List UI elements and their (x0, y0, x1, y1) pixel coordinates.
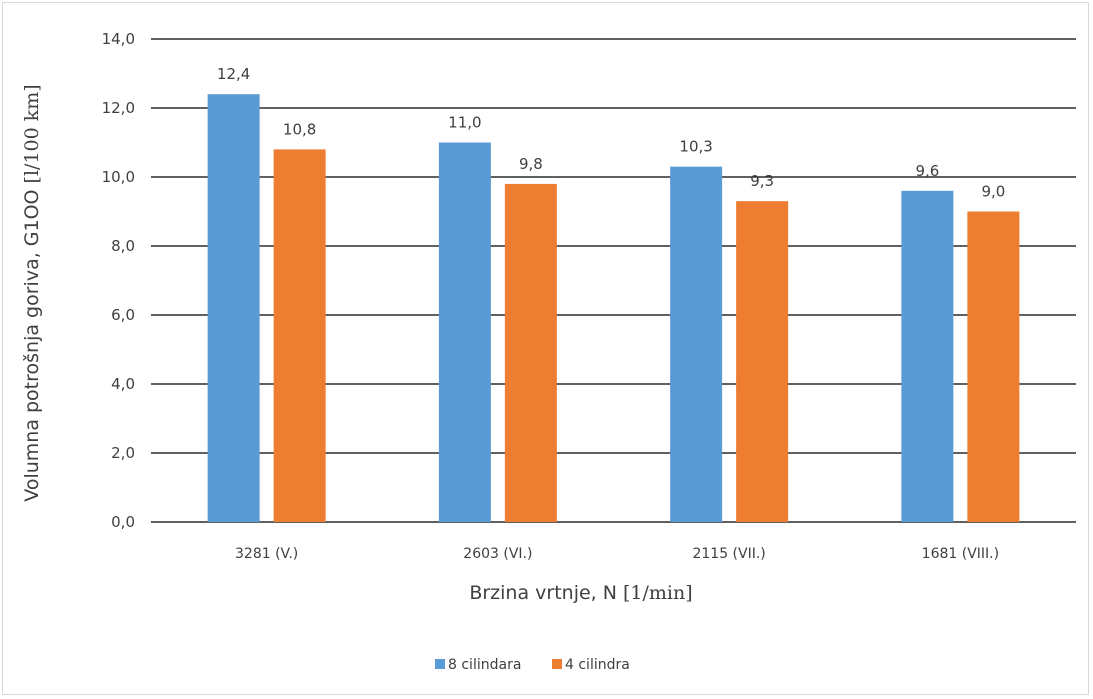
y-axis-title: Volumna potrošnja goriva, G1OO [l/100 km… (21, 84, 43, 501)
x-tick-label: 2603 (VI.) (463, 546, 532, 562)
y-tick-label: 6,0 (111, 306, 135, 324)
x-axis-unit: [1/min] (623, 582, 693, 604)
bar (438, 142, 491, 522)
y-tick-label: 14,0 (102, 30, 135, 48)
data-labels: 12,4 10,8 11,0 9,8 10,3 9,3 9,6 9,0 (217, 65, 1005, 200)
x-axis-title: Brzina vrtnje, N [1/min] (469, 582, 692, 604)
bar-chart: 0,0 2,0 4,0 6,0 8,0 10,0 12,0 14,0 12,4 10,8 11,0… (21, 30, 1076, 673)
y-tick-label: 0,0 (111, 513, 135, 531)
y-axis-title-text: Volumna potrošnja goriva, G1OO (21, 183, 43, 501)
data-label: 11,0 (448, 114, 481, 132)
data-label: 12,4 (217, 65, 250, 83)
y-tick-labels: 0,0 2,0 4,0 6,0 8,0 10,0 12,0 14,0 (102, 30, 135, 531)
bar (670, 166, 723, 522)
y-tick-label: 2,0 (111, 444, 135, 462)
y-tick-label: 12,0 (102, 99, 135, 117)
y-tick-label: 4,0 (111, 375, 135, 393)
y-tick-label: 8,0 (111, 237, 135, 255)
x-tick-label: 2115 (VII.) (692, 546, 765, 562)
bars (207, 94, 1020, 523)
bar (901, 190, 954, 523)
data-label: 9,8 (519, 155, 543, 173)
x-tick-label: 3281 (V.) (235, 546, 298, 562)
x-tick-labels: 3281 (V.) 2603 (VI.) 2115 (VII.) 1681 (VIII… (235, 546, 999, 562)
bar (273, 149, 326, 522)
legend: 8 cilindara 4 cilindra (435, 657, 630, 673)
data-label: 10,3 (679, 138, 712, 156)
legend-label-4-cilindra: 4 cilindra (565, 657, 630, 673)
data-label: 9,0 (981, 183, 1005, 201)
legend-swatch-8-cilindara (435, 659, 445, 669)
x-tick-label: 1681 (VIII.) (922, 546, 999, 562)
x-axis-title-text: Brzina vrtnje, N (469, 582, 623, 604)
bar (736, 201, 789, 522)
legend-label-8-cilindara: 8 cilindara (448, 657, 521, 673)
y-axis-unit: [l/100 km] (21, 84, 43, 183)
data-label: 10,8 (283, 120, 316, 138)
data-label: 9,3 (750, 172, 774, 190)
bar (504, 183, 557, 522)
y-tick-label: 10,0 (102, 168, 135, 186)
legend-swatch-4-cilindra (552, 659, 562, 669)
bar (967, 211, 1020, 522)
data-label: 9,6 (915, 162, 939, 180)
bar (207, 94, 260, 522)
